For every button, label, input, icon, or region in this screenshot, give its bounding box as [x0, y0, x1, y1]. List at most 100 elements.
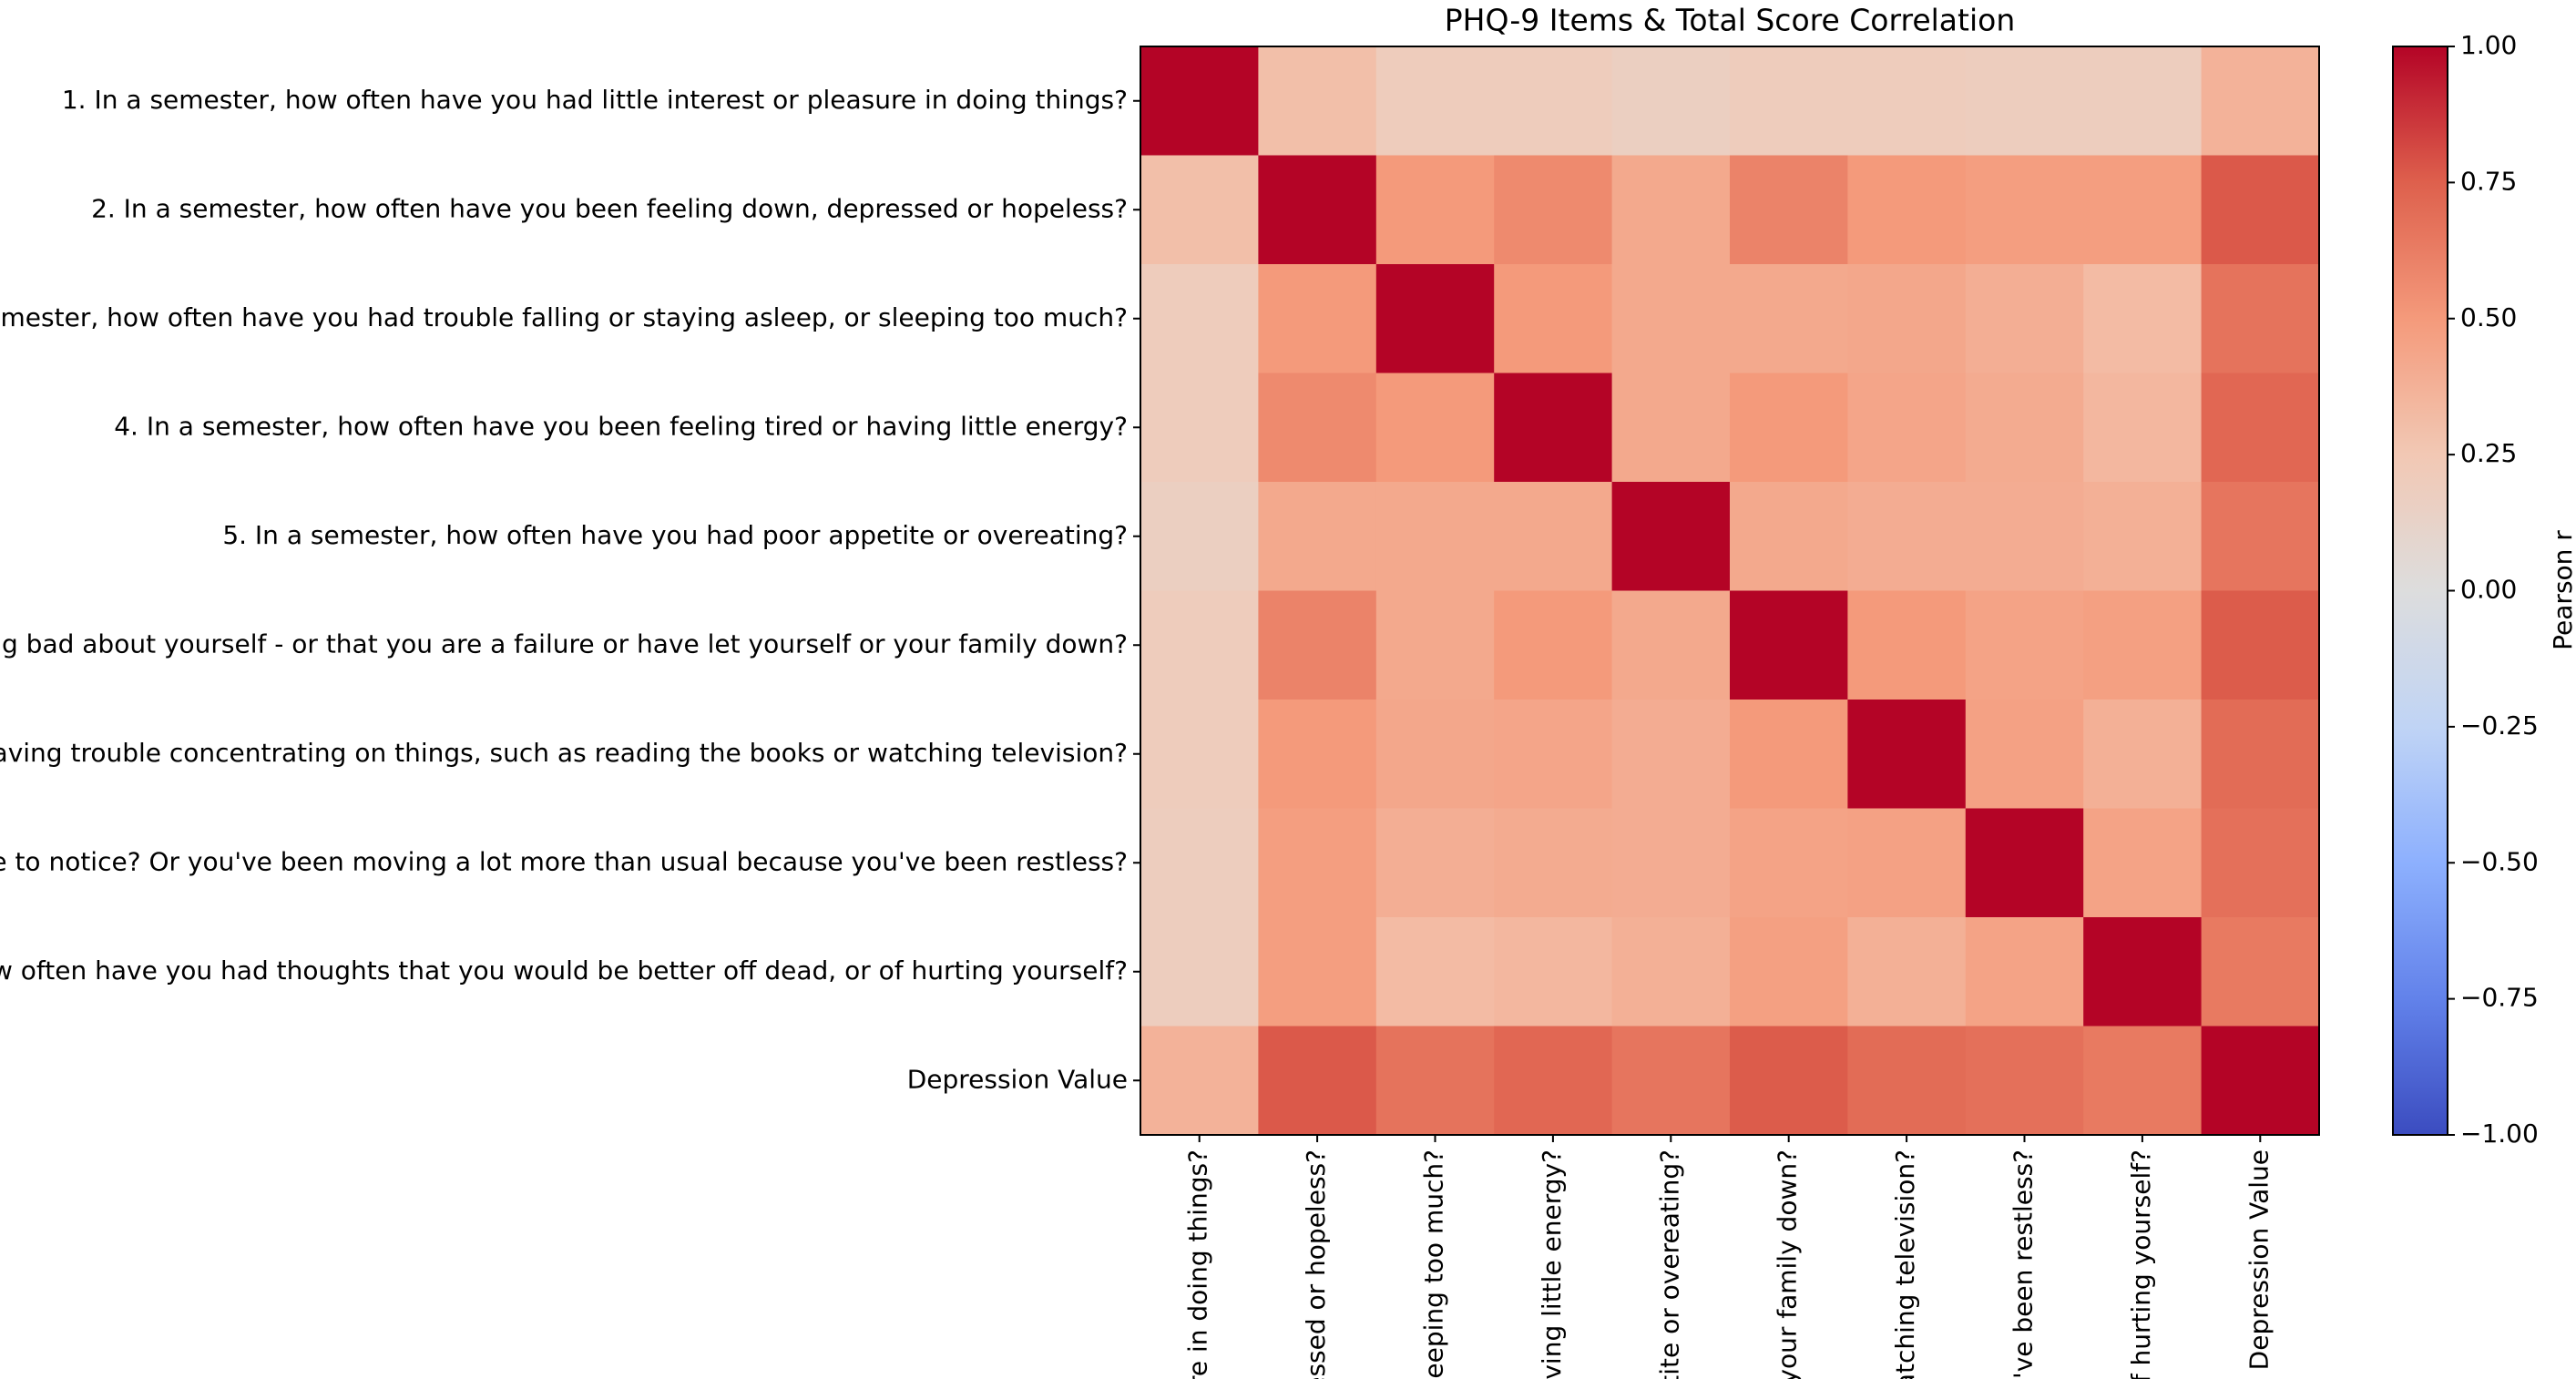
colorbar-tick-label: −1.00 [2460, 1119, 2539, 1149]
heatmap-cell [1730, 917, 1848, 1027]
heatmap-cell [1140, 590, 1259, 700]
heatmap-cell [1258, 1026, 1377, 1136]
heatmap-cell [1965, 917, 2084, 1027]
heatmap-cell [1730, 46, 1848, 156]
heatmap-cell [1494, 46, 1613, 156]
heatmap-cell [1375, 590, 1495, 700]
heatmap-cell [1730, 155, 1848, 265]
heatmap-cell [2083, 46, 2203, 156]
y-tick-label: 5. In a semester, how often have you had… [222, 520, 1128, 550]
heatmap-cell [1730, 700, 1848, 809]
heatmap-cell [1375, 700, 1495, 809]
heatmap-cell [2083, 1026, 2203, 1136]
y-tick-label: 9. In a semester, how often have you had… [0, 955, 1128, 986]
heatmap-cell [2201, 264, 2320, 373]
heatmap-cell [1730, 590, 1848, 700]
heatmap-cell [1375, 264, 1495, 373]
x-tick-label: 9. In a semester, how often have you had… [2126, 1149, 2156, 1379]
colorbar-tick-label: 0.00 [2460, 575, 2517, 605]
heatmap-cell [1140, 46, 1259, 156]
heatmap-cell [1611, 917, 1731, 1027]
x-tick-label: 5. In a semester, how often have you had… [1654, 1149, 1684, 1379]
heatmap-cell [1847, 700, 1967, 809]
heatmap-cell [2201, 1026, 2320, 1136]
x-tick-label: 2. In a semester, how often have you bee… [1301, 1149, 1331, 1379]
heatmap-cell [1494, 917, 1613, 1027]
heatmap-cell [1847, 46, 1967, 156]
heatmap-cell [2083, 700, 2203, 809]
heatmap-cell [1494, 373, 1613, 483]
y-tick-label: 2. In a semester, how often have you bee… [91, 193, 1128, 223]
heatmap-cell [1611, 590, 1731, 700]
heatmap-cell [1375, 482, 1495, 591]
heatmap-cell [1258, 808, 1377, 918]
colorbar-tick-label: −0.50 [2460, 846, 2539, 876]
colorbar-tick-label: 0.75 [2460, 166, 2517, 196]
heatmap-cell [1258, 46, 1377, 156]
heatmap-cell [1611, 264, 1731, 373]
heatmap-cell [1140, 700, 1259, 809]
heatmap-cell [2083, 917, 2203, 1027]
x-tick-label: 4. In a semester, how often have you bee… [1537, 1149, 1567, 1379]
heatmap-cell [2201, 482, 2320, 591]
y-tick-label: 1. In a semester, how often have you had… [62, 85, 1128, 115]
heatmap-cell [1965, 373, 2084, 483]
heatmap-cell [1140, 155, 1259, 265]
heatmap-cell [1847, 590, 1967, 700]
heatmap-cell [1494, 482, 1613, 591]
heatmap-cell [1258, 373, 1377, 483]
heatmap-cell [1494, 808, 1613, 918]
heatmap-cell [2201, 700, 2320, 809]
heatmap-cell [1847, 155, 1967, 265]
y-tick-label: 7. In a semester, how often have you bee… [0, 738, 1128, 768]
heatmap-cell [1258, 155, 1377, 265]
heatmap-cell [1965, 155, 2084, 265]
heatmap-cell [2201, 155, 2320, 265]
heatmap-cell [1494, 264, 1613, 373]
heatmap-cell [1730, 482, 1848, 591]
heatmap-cell [1140, 264, 1259, 373]
heatmap-cell [2201, 590, 2320, 700]
heatmap-cell [1494, 1026, 1613, 1136]
heatmap-cell [1730, 808, 1848, 918]
heatmap-cell [1611, 700, 1731, 809]
heatmap-cell [1140, 808, 1259, 918]
heatmap-cell [1611, 482, 1731, 591]
heatmap-cell [1965, 700, 2084, 809]
heatmap-cell [1140, 1026, 1259, 1136]
heatmap-cell [1847, 373, 1967, 483]
heatmap-cell [1140, 482, 1259, 591]
heatmap-cell [1258, 264, 1377, 373]
heatmap-cell [1965, 590, 2084, 700]
heatmap-cell [1730, 373, 1848, 483]
heatmap-cell [1494, 155, 1613, 265]
x-tick-label: 8. In a semester, how often have you mov… [2009, 1149, 2039, 1379]
heatmap-cell [2083, 264, 2203, 373]
heatmap-cell [1258, 482, 1377, 591]
heatmap-cell [1611, 373, 1731, 483]
x-tick-label: 1. In a semester, how often have you had… [1183, 1149, 1213, 1379]
heatmap-cell [1965, 46, 2084, 156]
y-tick-label: 3. In a semester, how often have you had… [0, 302, 1128, 332]
heatmap-cell [2083, 590, 2203, 700]
colorbar-tick-label: −0.25 [2460, 710, 2539, 741]
x-tick-label: Depression Value [2244, 1149, 2274, 1370]
y-tick-label: 4. In a semester, how often have you bee… [114, 411, 1128, 441]
heatmap-cell [1375, 46, 1495, 156]
heatmap-cell [1140, 373, 1259, 483]
heatmap-cell [1847, 808, 1967, 918]
heatmap-cell [1847, 482, 1967, 591]
heatmap-cell [1611, 46, 1731, 156]
heatmap-cell [1847, 1026, 1967, 1136]
y-tick-label: 8. In a semester, how often have you mov… [0, 846, 1128, 876]
colorbar [2392, 46, 2448, 1136]
heatmap-cell [1965, 808, 2084, 918]
heatmap-cell [2201, 373, 2320, 483]
heatmap-cell [2083, 155, 2203, 265]
colorbar-label: Pearson r [2548, 530, 2576, 650]
heatmap-cell [1258, 917, 1377, 1027]
heatmap-cell [1140, 917, 1259, 1027]
heatmap-cell [1375, 917, 1495, 1027]
